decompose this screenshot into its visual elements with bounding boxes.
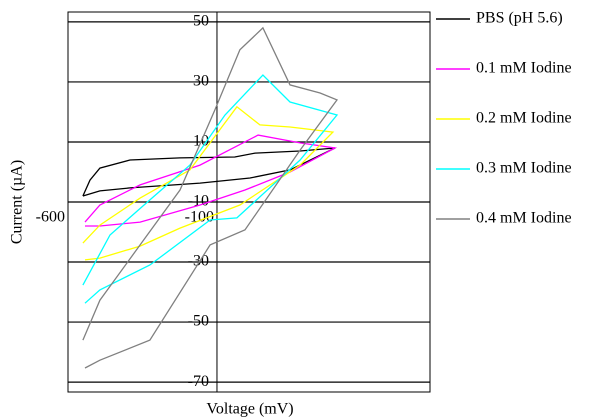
y-tick-label: -70 [188,373,209,390]
series-line [82,26,339,369]
legend-label: 0.1 mM Iodine [476,60,572,77]
legend-label: 0.3 mM Iodine [476,160,572,177]
series-line [82,74,339,304]
y-tick-label: -50 [188,313,209,330]
y-tick-label: -10 [188,193,209,210]
x-tick-label: -100 [185,209,214,226]
legend-label: PBS (pH 5.6) [476,10,563,27]
legend-label: 0.4 mM Iodine [476,210,572,227]
y-tick-label: 30 [193,73,209,90]
series-line [82,105,335,261]
legend-label: 0.2 mM Iodine [476,110,572,127]
y-tick-label: -30 [188,253,209,270]
x-tick-label: -600 [36,209,65,226]
y-axis-title: Current (µA) [9,160,26,244]
y-tick-label: 50 [193,13,209,30]
series-line [84,134,338,227]
x-axis-title: Voltage (mV) [206,401,293,418]
